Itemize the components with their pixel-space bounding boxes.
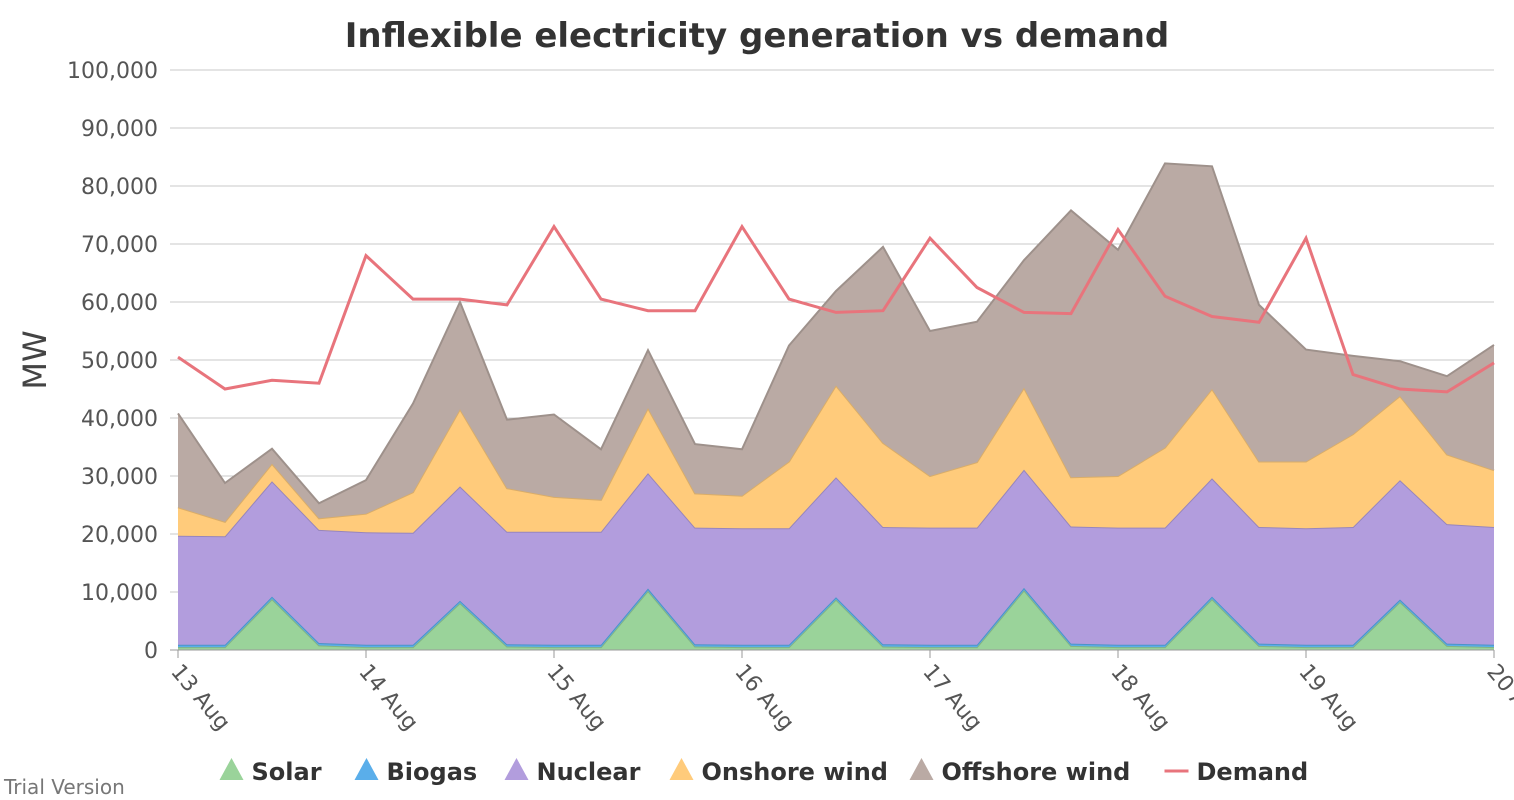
chart-title: Inflexible electricity generation vs dem… xyxy=(345,16,1169,56)
area-edge-offshore-wind xyxy=(177,162,1495,505)
legend-item-onshore-wind[interactable]: Onshore wind xyxy=(669,758,888,786)
legend-item-solar[interactable]: Solar xyxy=(219,758,322,786)
y-tick-label: 70,000 xyxy=(81,233,158,258)
legend-item-nuclear[interactable]: Nuclear xyxy=(504,758,641,786)
x-tick-label: 13 Aug xyxy=(165,660,234,736)
line-series xyxy=(177,223,1495,394)
legend-triangle-marker xyxy=(909,758,934,780)
y-tick-label: 40,000 xyxy=(81,407,158,432)
area-offshore-wind xyxy=(178,163,1494,522)
legend-label: Nuclear xyxy=(537,758,641,786)
x-tick-label: 15 Aug xyxy=(541,660,610,736)
legend-label: Onshore wind xyxy=(702,758,888,786)
x-axis-ticks: 13 Aug 14 Aug 15 Aug 16 Aug 17 Aug 18 Aug 19 A… xyxy=(165,650,1514,736)
y-tick-label: 10,000 xyxy=(81,581,158,606)
legend-triangle-marker xyxy=(219,758,244,780)
area-series xyxy=(177,162,1495,650)
legend-triangle-marker xyxy=(504,758,529,780)
y-tick-label: 30,000 xyxy=(81,465,158,490)
legend: Solar Biogas Nuclear Onshore wind Offshore w… xyxy=(219,758,1309,786)
y-tick-label: 60,000 xyxy=(81,291,158,316)
y-tick-label: 20,000 xyxy=(81,523,158,548)
legend-item-demand[interactable]: Demand xyxy=(1164,758,1309,786)
legend-label: Biogas xyxy=(387,758,478,786)
x-tick-label: 20 Aug xyxy=(1481,660,1514,736)
legend-label: Offshore wind xyxy=(942,758,1131,786)
area-nuclear xyxy=(178,469,1494,645)
y-tick-label: 90,000 xyxy=(81,117,158,142)
area-biogas xyxy=(178,587,1494,648)
legend-label: Solar xyxy=(252,758,322,786)
line-demand xyxy=(177,223,1495,394)
legend-item-offshore-wind[interactable]: Offshore wind xyxy=(909,758,1131,786)
y-tick-label: 0 xyxy=(144,639,158,664)
x-tick-label: 16 Aug xyxy=(729,660,798,736)
x-tick-label: 14 Aug xyxy=(353,660,422,736)
x-tick-label: 18 Aug xyxy=(1105,660,1174,736)
legend-label: Demand xyxy=(1197,758,1309,786)
x-tick-label: 19 Aug xyxy=(1293,660,1362,736)
y-tick-label: 100,000 xyxy=(67,59,158,84)
legend-item-biogas[interactable]: Biogas xyxy=(354,758,478,786)
y-tick-label: 50,000 xyxy=(81,349,158,374)
legend-triangle-marker xyxy=(669,758,694,780)
y-axis-label: MW xyxy=(16,330,54,389)
trial-version-watermark: Trial Version xyxy=(3,775,125,799)
y-axis-ticks: 0 10,000 20,000 30,000 40,000 50,000 60,000 70,… xyxy=(67,59,158,664)
area-solar xyxy=(178,590,1494,650)
x-tick-label: 17 Aug xyxy=(917,660,986,736)
legend-triangle-marker xyxy=(354,758,379,780)
area-onshore-wind xyxy=(178,385,1494,537)
y-tick-label: 80,000 xyxy=(81,175,158,200)
